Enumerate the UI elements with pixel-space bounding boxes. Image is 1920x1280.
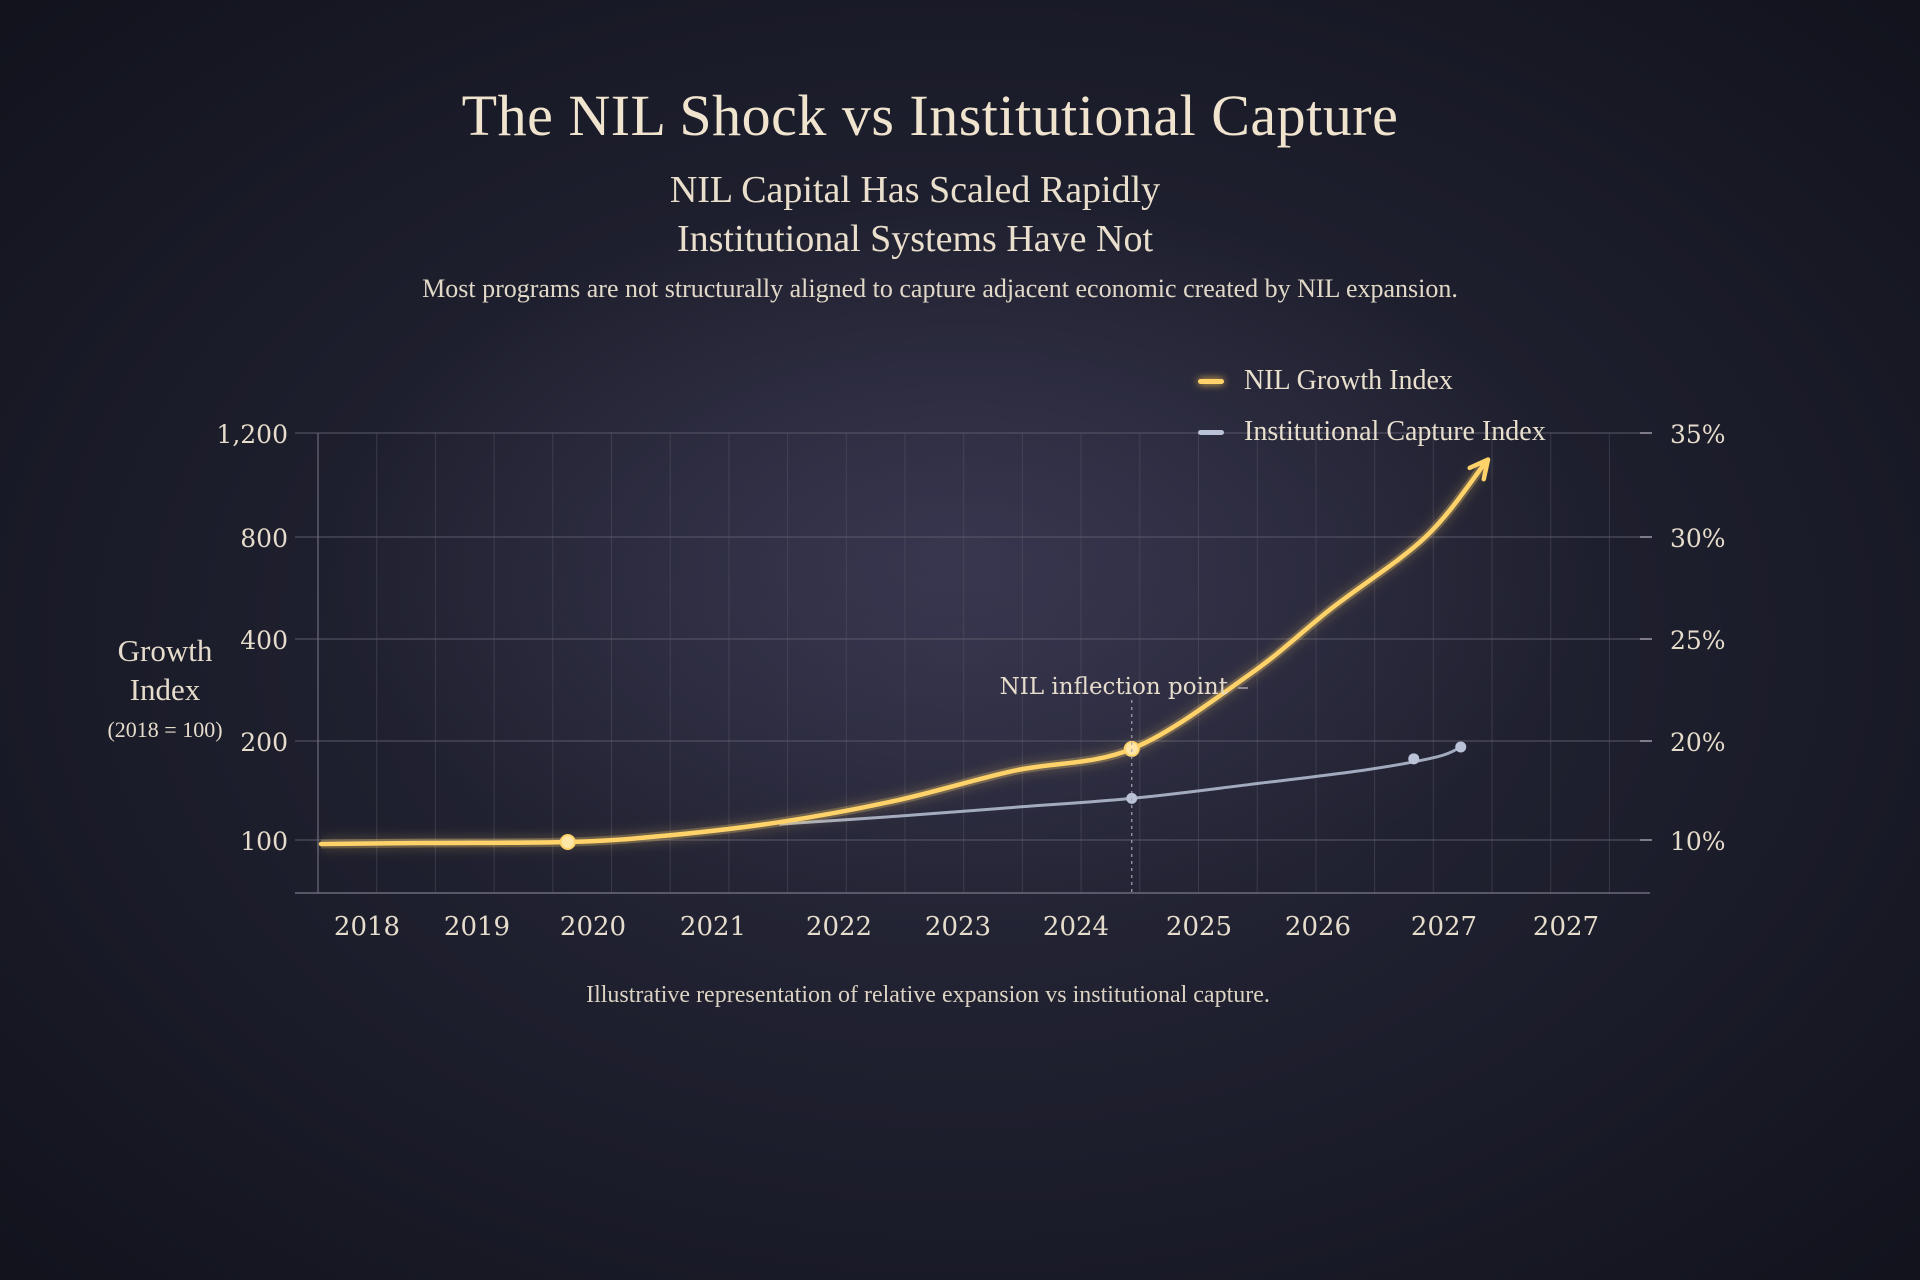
legend-label-nil-growth: NIL Growth Index [1244,365,1453,396]
institutional-capture-point [1455,741,1467,753]
chart-subtitle-line-2: Institutional Systems Have Not [676,218,1154,260]
y-axis-title-line-1: Growth [117,633,213,668]
institutional-capture-point [1408,753,1420,765]
x-tick-label: 2018 [334,912,400,942]
x-tick-label: 2026 [1285,912,1351,942]
y-tick-label-left: 1,200 [216,420,288,449]
legend-swatch-institutional-capture [1198,429,1224,435]
legend-swatch-nil-growth [1198,378,1224,384]
chart-title: The NIL Shock vs Institutional Capture [461,83,1399,148]
y-axis-title-line-2: Index [129,671,201,707]
chart-footnote: Illustrative representation of relative … [586,982,1270,1008]
y-axis-title-line-3: (2018 = 100) [107,716,223,742]
y-tick-label-right: 20% [1670,728,1726,757]
y-tick-label-right: 30% [1670,524,1726,553]
x-tick-label: 2023 [925,912,991,942]
legend-item-institutional-capture: Institutional Capture Index [1198,415,1546,449]
nil-growth-line [318,461,1487,847]
nil-growth-line-glow [320,461,1488,849]
inflection-point-label: NIL inflection point [1000,674,1229,700]
y-tick-label-left: 800 [240,524,288,553]
chart-description: Most programs are not structurally align… [422,274,1458,303]
nil-growth-point [559,834,576,850]
y-tick-label-right: 35% [1670,420,1726,449]
nil-growth-point [1123,740,1140,757]
legend-item-nil-growth: NIL Growth Index [1198,364,1546,398]
x-tick-label: 2022 [806,912,872,942]
legend-label-institutional-capture: Institutional Capture Index [1244,416,1546,447]
x-tick-label: 2024 [1043,912,1109,942]
x-tick-label: 2019 [444,912,510,942]
y-tick-label-right: 25% [1670,626,1726,655]
x-tick-label: 2027 [1411,912,1477,942]
y-axis-title: Growth Index (2018 = 100) [70,632,260,743]
y-tick-label-left: 200 [240,728,288,757]
x-tick-label: 2021 [680,912,746,942]
chart-subtitle-line-1: NIL Capital Has Scaled Rapidly [669,169,1161,211]
y-tick-label-left: 100 [240,827,288,856]
x-tick-label: 2020 [560,912,626,942]
chart-legend: NIL Growth Index Institutional Capture I… [1198,364,1546,466]
y-tick-label-right: 10% [1670,827,1726,856]
x-tick-label: 2027 [1533,912,1599,942]
institutional-capture-line [779,745,1462,826]
x-tick-label: 2025 [1166,912,1232,942]
y-tick-label-left: 400 [240,626,288,655]
nil-growth-arrowhead [1467,457,1491,482]
